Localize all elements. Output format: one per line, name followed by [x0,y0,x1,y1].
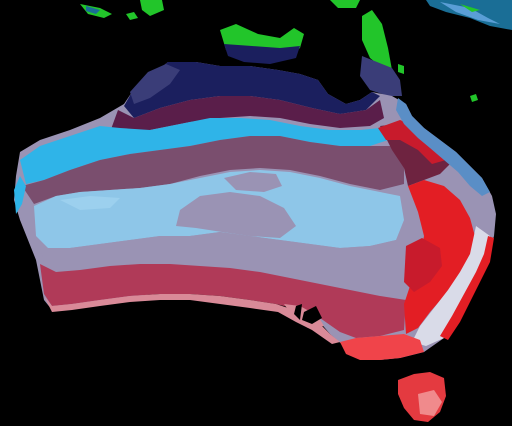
island-east-green [330,0,360,8]
zone-interior-mid-patch [60,196,120,210]
zone-north-plum [110,96,384,134]
island-far-east-green [460,4,480,12]
cape-york-green-tip [398,64,404,74]
island-teal-patch [86,6,100,14]
tasmania [398,372,446,422]
zone-north-navy [124,62,380,118]
island-sulawesi [140,0,164,16]
zone-pink-south-coast [44,294,340,344]
australia-mainland [14,62,496,360]
spencer-gulf [294,304,302,320]
port-phillip-bay [302,306,322,324]
island-right-small [470,94,478,102]
png-navy-south [224,44,300,64]
zone-interior-grey-patch [224,172,282,192]
papua-new-guinea [220,10,404,96]
zone-north-slate [130,64,180,104]
zone-east-crimson-lower [404,238,442,292]
zone-east-coast-steel-blue [396,98,490,196]
zone-sky-blue [20,118,388,184]
zone-west-coast-edge [14,176,26,214]
zone-interior-grey-lobe [176,192,296,238]
tasmania-pink-patch [418,390,442,416]
cape-york-green [362,10,392,70]
zone-south-east-pale [412,226,490,346]
zone-east-crimson [378,120,446,164]
zone-south-east-coast-red [440,236,494,340]
island-far-east-blue [440,2,500,24]
zone-victoria-coral [340,334,424,360]
cape-york-navy [360,56,402,96]
island-small-green [126,12,138,20]
indonesia-islands [80,0,512,102]
zone-grey-mauve [40,232,410,300]
zone-mauve [22,136,404,204]
zone-rose [40,264,406,338]
